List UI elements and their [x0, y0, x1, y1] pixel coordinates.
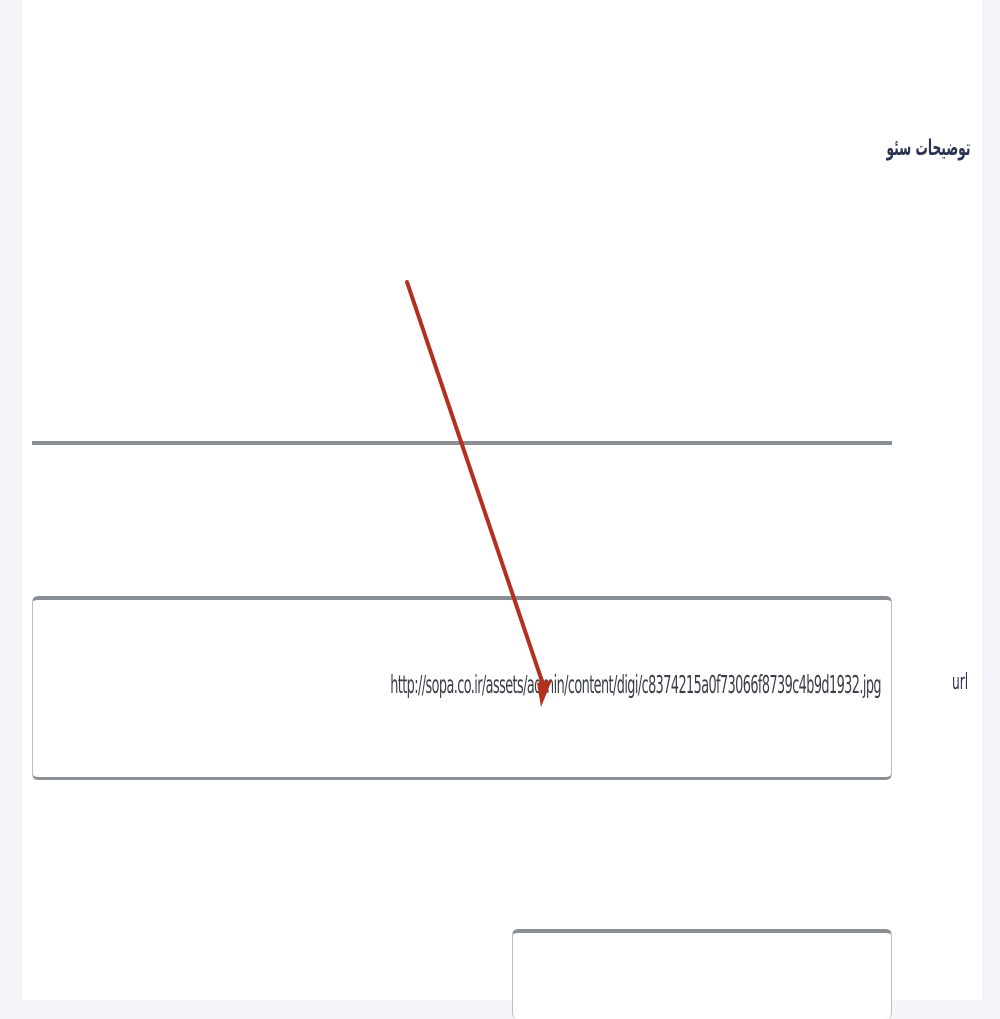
- seo-description-label: توضیحات سئو: [885, 136, 970, 161]
- url-field-value: http://sopa.co.ir/assets/admin/content/d…: [390, 670, 881, 699]
- url-label: url: [951, 670, 968, 695]
- seo-description-field-edge[interactable]: [32, 441, 892, 445]
- next-field[interactable]: [512, 929, 892, 1019]
- url-field[interactable]: http://sopa.co.ir/assets/admin/content/d…: [32, 596, 892, 780]
- form-panel: توضیحات سئو url http://sopa.co.ir/assets…: [22, 0, 982, 1019]
